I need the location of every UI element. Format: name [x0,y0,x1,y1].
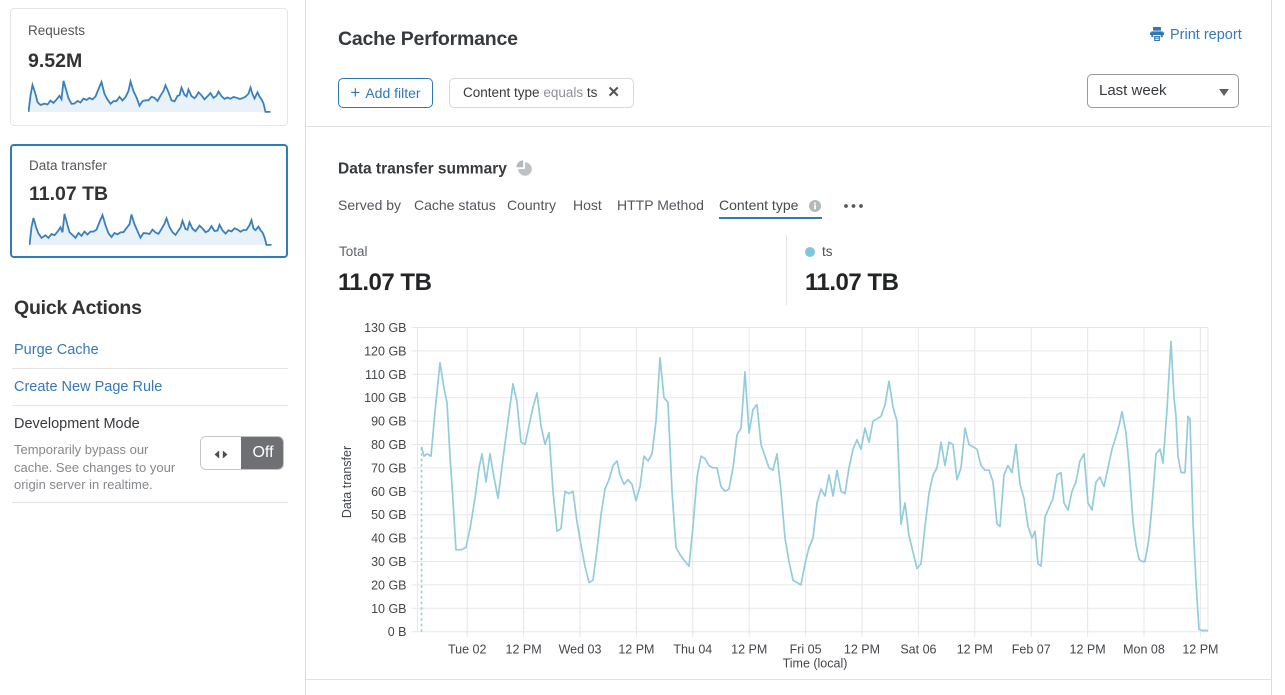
svg-text:60 GB: 60 GB [371,485,406,499]
svg-text:120 GB: 120 GB [364,344,406,358]
svg-text:Data transfer: Data transfer [340,446,354,518]
svg-text:130 GB: 130 GB [364,321,406,335]
svg-text:50 GB: 50 GB [371,508,406,522]
svg-text:80 GB: 80 GB [371,438,406,452]
svg-text:30 GB: 30 GB [371,555,406,569]
svg-text:110 GB: 110 GB [365,368,406,382]
svg-text:Fri 05: Fri 05 [790,642,822,656]
svg-text:0 B: 0 B [388,625,407,639]
svg-text:12 PM: 12 PM [731,642,767,656]
svg-text:Tue 02: Tue 02 [448,642,487,656]
svg-text:Time (local): Time (local) [783,657,848,671]
svg-text:Mon 08: Mon 08 [1123,642,1165,656]
svg-text:100 GB: 100 GB [364,391,406,405]
svg-text:12 PM: 12 PM [844,642,880,656]
svg-text:Wed 03: Wed 03 [559,642,602,656]
svg-text:Sat 06: Sat 06 [900,642,936,656]
svg-text:Feb 07: Feb 07 [1012,642,1051,656]
svg-text:12 PM: 12 PM [1070,642,1106,656]
svg-text:70 GB: 70 GB [371,461,406,475]
svg-text:12 PM: 12 PM [957,642,993,656]
svg-text:10 GB: 10 GB [371,602,406,616]
svg-text:90 GB: 90 GB [371,415,406,429]
svg-text:40 GB: 40 GB [371,532,406,546]
svg-text:12 PM: 12 PM [1182,642,1218,656]
svg-text:Thu 04: Thu 04 [673,642,712,656]
svg-text:12 PM: 12 PM [618,642,654,656]
svg-text:20 GB: 20 GB [371,578,406,592]
svg-text:12 PM: 12 PM [506,642,542,656]
